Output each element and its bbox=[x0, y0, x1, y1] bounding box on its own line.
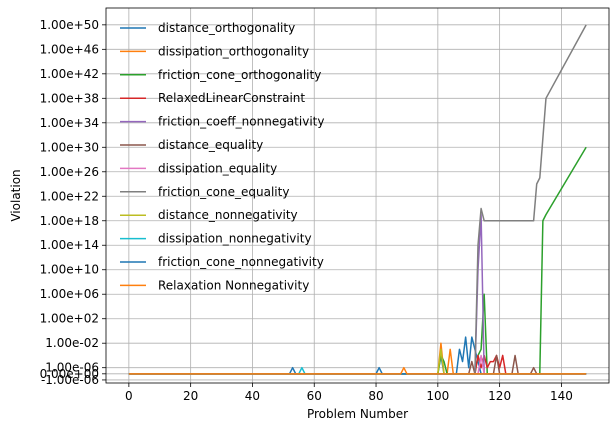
x-axis: 0 20 40 60 80 100 120 140 bbox=[125, 383, 573, 403]
legend-label: dissipation_equality bbox=[158, 161, 277, 175]
y-tick-label: 1.00e+06 bbox=[40, 287, 99, 301]
legend-label: dissipation_nonnegativity bbox=[158, 232, 312, 246]
legend-item: friction_cone_nonnegativity bbox=[120, 255, 324, 269]
legend-label: friction_cone_orthogonality bbox=[158, 68, 321, 82]
x-tick-label: 0 bbox=[125, 389, 133, 403]
x-tick-label: 140 bbox=[550, 389, 573, 403]
y-tick-label: 1.00e-06 bbox=[45, 361, 99, 375]
series-line-relaxedlinearconstraint bbox=[128, 354, 587, 375]
legend-item: distance_nonnegativity bbox=[120, 208, 298, 222]
legend-label: friction_coeff_nonnegativity bbox=[158, 115, 324, 129]
y-tick-label: -1.00e-06 bbox=[41, 373, 99, 387]
legend-label: distance_equality bbox=[158, 138, 263, 152]
y-tick-label: 1.00e+34 bbox=[40, 116, 99, 130]
y-tick-label: 1.00e+30 bbox=[40, 140, 99, 154]
x-tick-label: 40 bbox=[245, 389, 260, 403]
x-tick-label: 100 bbox=[426, 389, 449, 403]
legend-label: friction_cone_nonnegativity bbox=[158, 255, 324, 269]
series-line-friction-cone-equality bbox=[128, 24, 587, 375]
series-line-relaxation-nonnegativity bbox=[128, 366, 587, 375]
x-tick-label: 20 bbox=[183, 389, 198, 403]
y-tick-label: 1.00e+10 bbox=[40, 263, 99, 277]
y-tick-label: 1.00e+46 bbox=[40, 42, 99, 56]
series-layer bbox=[128, 24, 587, 375]
y-tick-label: 1.00e-02 bbox=[45, 336, 99, 350]
legend-label: dissipation_orthogonality bbox=[158, 44, 309, 58]
legend-item: friction_coeff_nonnegativity bbox=[120, 115, 324, 129]
legend-label: distance_orthogonality bbox=[158, 21, 295, 35]
y-tick-label: 1.00e+38 bbox=[40, 91, 99, 105]
y-tick-label: 1.00e+50 bbox=[40, 18, 99, 32]
legend-item: friction_cone_equality bbox=[120, 185, 289, 199]
legend-item: dissipation_nonnegativity bbox=[120, 232, 312, 246]
x-tick-label: 60 bbox=[307, 389, 322, 403]
x-axis-title: Problem Number bbox=[307, 407, 408, 421]
y-tick-label: 1.00e+42 bbox=[40, 67, 99, 81]
y-tick-label: 1.00e+22 bbox=[40, 189, 99, 203]
legend-label: RelaxedLinearConstraint bbox=[158, 91, 305, 105]
legend-label: friction_cone_equality bbox=[158, 185, 289, 199]
y-tick-label: 1.00e+26 bbox=[40, 165, 99, 179]
legend-item: dissipation_equality bbox=[120, 161, 277, 175]
y-axis-title: Violation bbox=[9, 169, 23, 221]
plot-frame bbox=[105, 7, 610, 384]
legend-label: Relaxation Nonnegativity bbox=[158, 278, 309, 292]
legend-item: dissipation_orthogonality bbox=[120, 44, 309, 58]
legend-item: Relaxation Nonnegativity bbox=[120, 278, 309, 292]
y-tick-label: 1.00e+18 bbox=[40, 214, 99, 228]
legend: distance_orthogonality dissipation_orthog… bbox=[120, 21, 324, 292]
legend-item: RelaxedLinearConstraint bbox=[120, 91, 305, 105]
legend-item: distance_equality bbox=[120, 138, 263, 152]
y-tick-label: 0.00e+00 bbox=[40, 367, 99, 381]
plot-area bbox=[106, 8, 609, 383]
x-tick-label: 80 bbox=[368, 389, 383, 403]
legend-item: friction_cone_orthogonality bbox=[120, 68, 321, 82]
legend-label: distance_nonnegativity bbox=[158, 208, 298, 222]
y-tick-label: 1.00e+02 bbox=[40, 312, 99, 326]
y-axis: -1.00e-060.00e+001.00e-06 1.00e-02 1.00e+0… bbox=[40, 18, 106, 387]
legend-item: distance_orthogonality bbox=[120, 21, 295, 35]
x-tick-label: 120 bbox=[488, 389, 511, 403]
y-tick-label: 1.00e+14 bbox=[40, 238, 99, 252]
